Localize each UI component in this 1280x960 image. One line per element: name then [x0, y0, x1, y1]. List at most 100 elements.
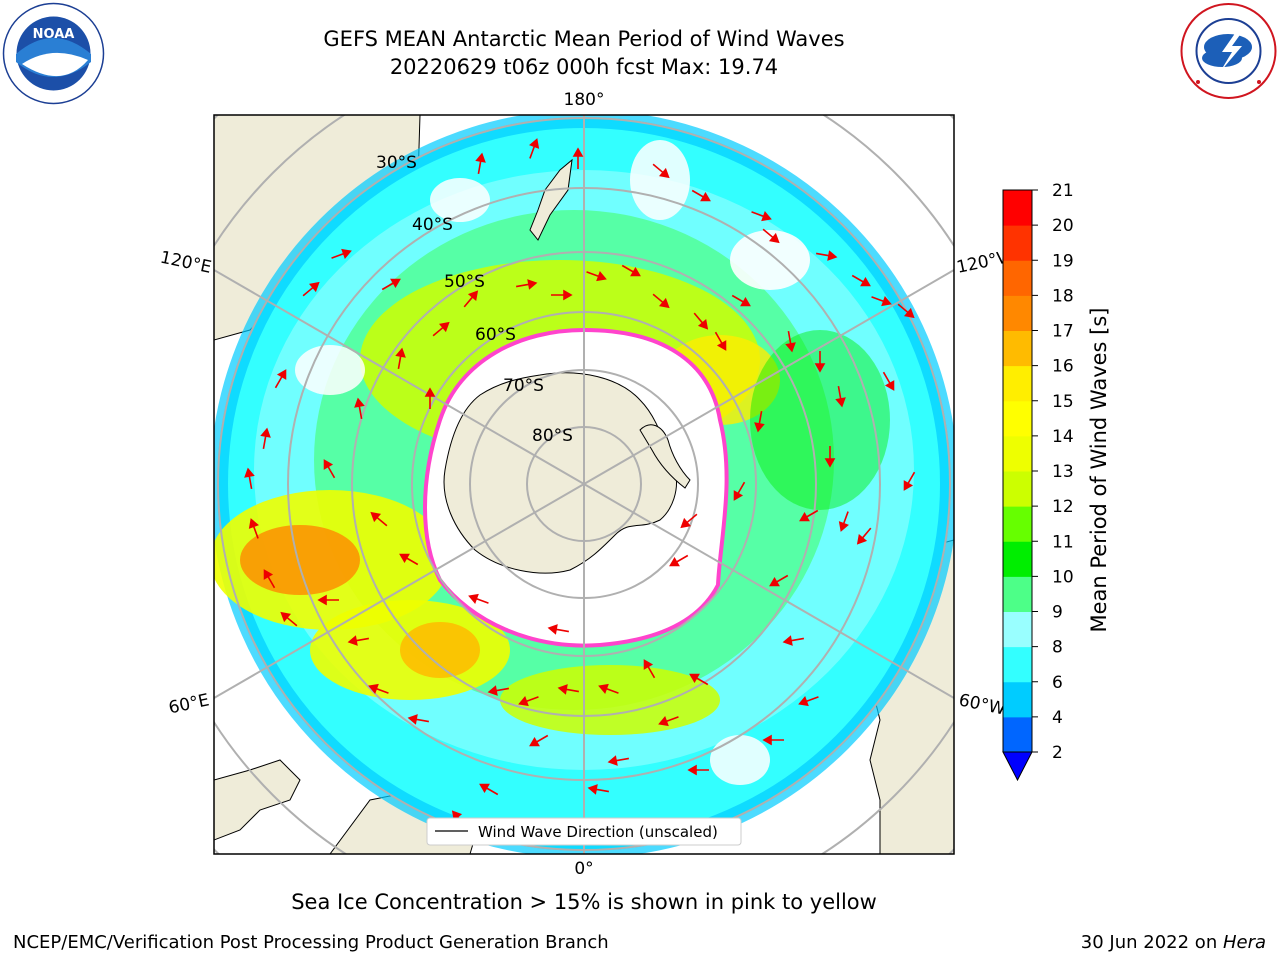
wind-wave-arrow	[323, 459, 336, 479]
wind-wave-arrow	[798, 696, 819, 707]
chart-title: GEFS MEAN Antarctic Mean Period of Wind …	[323, 27, 845, 51]
lon-label-right-lower: 60°W	[957, 690, 1007, 719]
wind-wave-arrow	[731, 294, 751, 307]
colorbar-tick-label: 9	[1052, 603, 1063, 623]
lat-label-40s: 40°S	[412, 215, 453, 235]
wind-wave-arrow	[824, 446, 836, 468]
wind-wave-arrow	[381, 278, 401, 291]
colorbar-tick-label: 18	[1052, 286, 1074, 306]
lat-label-60s: 60°S	[475, 325, 516, 345]
colorbar-tick-label: 20	[1052, 216, 1074, 236]
colorbar-tick-label: 21	[1052, 181, 1074, 201]
wave-max-orange-west	[240, 525, 360, 595]
footer-date-text: 30 Jun 2022 on	[1080, 932, 1223, 953]
wind-wave-arrow	[652, 293, 670, 309]
wind-wave-arrow	[463, 290, 479, 308]
colorbar-segment	[1003, 225, 1032, 261]
lon-label-bottom: 0°	[574, 859, 593, 879]
wind-wave-arrow	[331, 248, 352, 259]
wind-wave-arrow	[529, 734, 549, 747]
wind-wave-arrow	[669, 554, 689, 567]
wind-wave-arrow	[815, 250, 838, 261]
wind-wave-arrow	[468, 593, 489, 604]
legend-label: Wind Wave Direction (unscaled)	[478, 823, 718, 841]
colorbar-tick-label: 2	[1052, 743, 1063, 763]
colorbar-segment	[1003, 716, 1032, 753]
lat-label-70s: 70°S	[503, 376, 544, 396]
wind-wave-arrow	[851, 274, 871, 287]
wind-wave-arrow	[598, 683, 619, 694]
colorbar-tick-label: 8	[1052, 638, 1063, 658]
wind-wave-arrow	[370, 511, 388, 527]
wind-wave-arrow	[897, 303, 915, 319]
wind-wave-arrow	[424, 387, 436, 409]
antarctica-land	[443, 372, 677, 574]
colorbar-tick-label: 17	[1052, 322, 1074, 342]
wind-wave-arrow	[835, 385, 846, 408]
africa-land	[214, 759, 301, 841]
sea-ice-note: Sea Ice Concentration > 15% is shown in …	[291, 890, 877, 914]
wind-wave-arrow	[903, 471, 916, 491]
wind-wave-arrow	[751, 211, 772, 222]
colorbar-segment	[1003, 611, 1032, 648]
graticule	[214, 115, 954, 854]
footer-host: Hera	[1222, 932, 1266, 953]
wind-wave-arrow	[607, 755, 630, 766]
colorbar-segment	[1003, 576, 1032, 612]
colorbar-segment	[1003, 295, 1032, 331]
wind-wave-arrow	[587, 784, 610, 795]
wind-wave-arrow	[354, 397, 365, 420]
colorbar-tick-label: 15	[1052, 392, 1074, 412]
footer-credit: NCEP/EMC/Verification Post Processing Pr…	[13, 932, 609, 953]
wind-wave-arrow	[762, 228, 780, 244]
wind-wave-arrow	[769, 574, 789, 587]
colorbar-extend-arrow	[1002, 751, 1033, 782]
chart-subtitle: 20220629 t06z 000h fcst Max: 19.74	[389, 55, 779, 79]
wind-wave-arrow	[487, 685, 510, 696]
wind-wave-arrow	[621, 264, 641, 277]
wind-wave-arrow	[547, 624, 570, 635]
wind-wave-arrow	[479, 783, 499, 796]
colorbar-tick-label: 14	[1052, 427, 1074, 447]
wind-wave-arrow	[551, 289, 573, 301]
wind-wave-arrow	[475, 152, 486, 175]
wind-wave-arrow	[882, 371, 895, 391]
footer-date: 30 Jun 2022 on Hera	[1081, 932, 1266, 953]
wind-wave-arrow	[658, 716, 679, 727]
wind-wave-legend: Wind Wave Direction (unscaled)	[426, 817, 742, 846]
wind-wave-arrow	[652, 163, 670, 179]
lat-label-30s: 30°S	[376, 153, 417, 173]
wind-wave-arrow	[518, 696, 539, 707]
wind-wave-arrow	[643, 659, 656, 679]
wind-wave-arrow	[856, 527, 872, 545]
wind-wave-arrow	[838, 511, 849, 532]
wind-wave-arrow	[586, 271, 607, 282]
wind-wave-arrow	[871, 296, 892, 307]
colorbar-tick-label: 16	[1052, 357, 1074, 377]
wind-wave-arrow	[260, 427, 271, 450]
wind-wave-arrow	[399, 553, 419, 566]
colorbar-segment	[1003, 400, 1032, 437]
wind-wave-arrow	[557, 684, 580, 695]
wind-wave-arrow	[762, 734, 784, 746]
wind-wave-arrows	[244, 138, 916, 828]
wind-wave-arrow	[317, 594, 339, 606]
wind-wave-arrow	[274, 369, 287, 389]
colorbar-tick-label: 13	[1052, 462, 1074, 482]
wind-wave-arrow	[814, 351, 826, 373]
lat-label-50s: 50°S	[444, 272, 485, 292]
colorbar-segment	[1003, 190, 1032, 226]
wind-wave-arrow	[680, 513, 698, 529]
lon-label-left-upper: 120°E	[158, 248, 213, 278]
wind-wave-arrow	[714, 331, 727, 351]
antarctic-peninsula	[639, 424, 691, 489]
noaa-logo-text: NOAA	[33, 27, 75, 42]
lat-label-80s: 80°S	[532, 426, 573, 446]
wind-wave-arrow	[754, 410, 765, 433]
lon-label-top: 180°	[564, 90, 605, 110]
wind-wave-arrow	[782, 635, 805, 646]
wind-wave-arrow	[395, 347, 406, 370]
wind-wave-arrow	[432, 321, 450, 337]
colorbar-tick-label: 11	[1052, 532, 1074, 552]
colorbar-segment	[1003, 435, 1032, 472]
